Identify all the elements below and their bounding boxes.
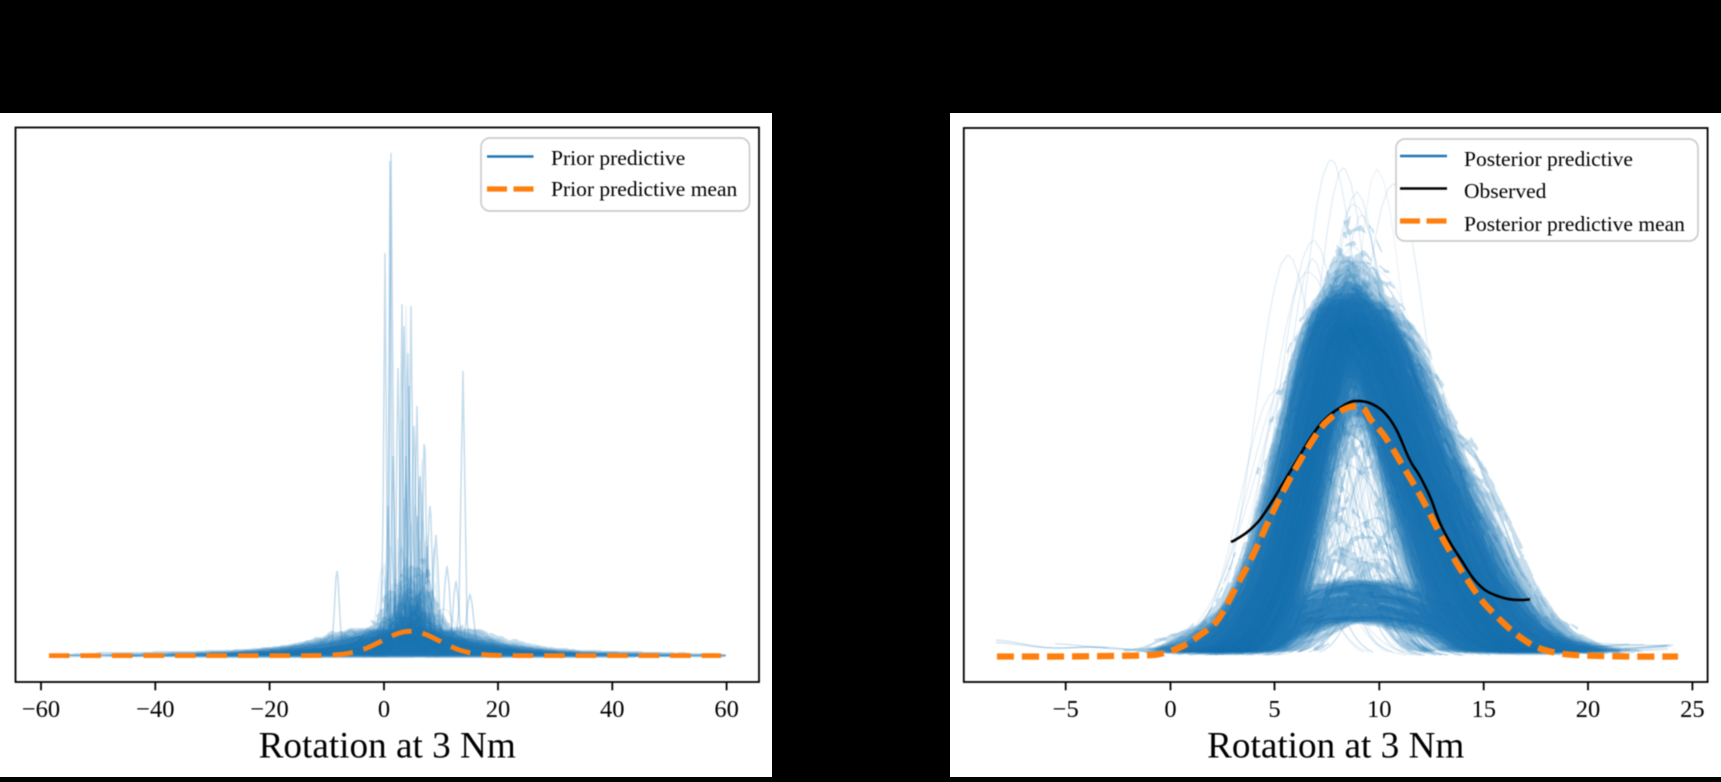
- svg-text:25: 25: [1680, 696, 1705, 723]
- svg-text:Rotation at 3 Nm: Rotation at 3 Nm: [259, 726, 516, 767]
- svg-text:Prior predictive: Prior predictive: [551, 146, 685, 170]
- svg-text:5: 5: [1268, 696, 1280, 723]
- svg-text:−60: −60: [22, 696, 60, 723]
- svg-text:−40: −40: [136, 696, 174, 723]
- svg-text:0: 0: [1164, 696, 1176, 723]
- svg-text:20: 20: [486, 696, 511, 723]
- svg-text:Rotation at 3 Nm: Rotation at 3 Nm: [1207, 726, 1464, 767]
- svg-text:Posterior predictive mean: Posterior predictive mean: [1464, 212, 1685, 236]
- svg-text:15: 15: [1471, 696, 1496, 723]
- svg-text:−20: −20: [250, 696, 288, 723]
- svg-text:Prior predictive mean: Prior predictive mean: [551, 177, 738, 201]
- svg-text:20: 20: [1576, 696, 1601, 723]
- svg-text:−5: −5: [1053, 696, 1079, 723]
- svg-text:Posterior predictive: Posterior predictive: [1464, 147, 1633, 171]
- svg-text:0: 0: [378, 696, 390, 723]
- svg-text:10: 10: [1367, 696, 1392, 723]
- svg-text:40: 40: [600, 696, 625, 723]
- svg-text:60: 60: [714, 696, 739, 723]
- svg-text:Observed: Observed: [1464, 179, 1547, 203]
